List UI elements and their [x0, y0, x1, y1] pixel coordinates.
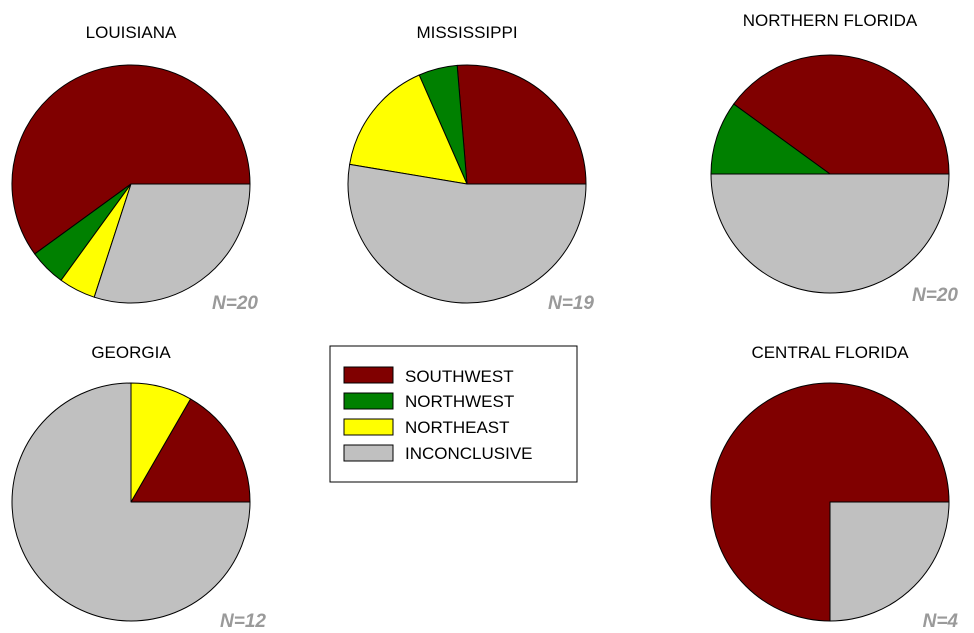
- legend-label-northeast: NORTHEAST: [405, 418, 510, 437]
- pie-slice-northern-florida-northwest: [710, 103, 831, 175]
- pie-slice-central-florida-inconclusive: [829, 501, 950, 622]
- legend-swatch-northeast: [343, 418, 394, 436]
- chart-title-georgia: GEORGIA: [91, 343, 171, 362]
- n-label-georgia: N=12: [220, 611, 266, 632]
- pie-slice-louisiana-inconclusive: [93, 183, 251, 304]
- pie-mississippi: [347, 64, 587, 304]
- legend-label-northwest: NORTHWEST: [405, 392, 514, 411]
- chart-title-northern-florida: NORTHERN FLORIDA: [743, 11, 918, 30]
- legend-swatch-southwest: [343, 366, 394, 384]
- pie-slice-mississippi-inconclusive: [347, 163, 587, 304]
- pie-slice-central-florida-southwest: [710, 382, 950, 622]
- pie-slice-northern-florida-southwest: [733, 54, 950, 175]
- legend-label-inconclusive: INCONCLUSIVE: [405, 444, 533, 463]
- pie-slice-mississippi-southwest: [456, 64, 587, 185]
- pie-slice-georgia-southwest: [130, 398, 251, 503]
- pie-central-florida: [710, 382, 950, 622]
- n-label-northern-florida: N=20: [912, 285, 958, 306]
- chart-title-louisiana: LOUISIANA: [86, 23, 177, 42]
- n-label-mississippi: N=19: [548, 293, 594, 314]
- legend-label-southwest: SOUTHWEST: [405, 367, 514, 386]
- n-label-central-florida: N=4: [923, 611, 959, 632]
- legend: SOUTHWEST NORTHWEST NORTHEAST INCONCLUSI…: [329, 345, 578, 483]
- n-label-louisiana: N=20: [212, 293, 258, 314]
- pie-northern-florida: [710, 54, 950, 294]
- pie-georgia: [11, 382, 251, 622]
- pie-slice-louisiana-southwest: [11, 64, 251, 255]
- chart-title-mississippi: MISSISSIPPI: [416, 23, 517, 42]
- chart-title-central-florida: CENTRAL FLORIDA: [751, 343, 909, 362]
- pie-slice-mississippi-northeast: [349, 74, 468, 185]
- pie-louisiana: [11, 64, 251, 304]
- pie-slice-northern-florida-inconclusive: [710, 173, 950, 294]
- legend-swatch-northwest: [343, 392, 394, 410]
- legend-swatch-inconclusive: [343, 444, 394, 462]
- pie-slice-georgia-inconclusive: [11, 382, 251, 622]
